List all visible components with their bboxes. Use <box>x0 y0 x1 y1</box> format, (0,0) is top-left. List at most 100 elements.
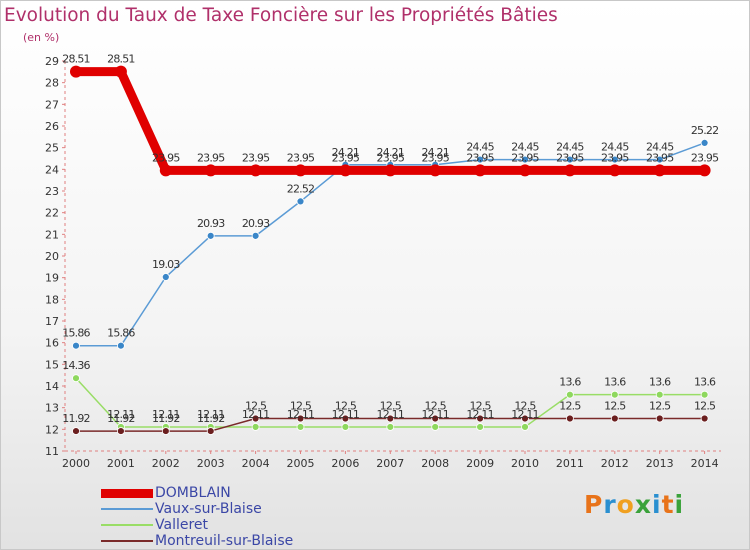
legend-swatch <box>101 540 153 542</box>
data-point <box>476 414 485 423</box>
x-tick-label: 2011 <box>556 457 584 470</box>
data-point <box>476 423 485 431</box>
data-point <box>159 164 172 177</box>
y-tick-label: 19 <box>45 272 59 285</box>
data-label: 15.86 <box>62 327 90 340</box>
x-tick-label: 2002 <box>152 457 180 470</box>
data-point <box>339 164 352 177</box>
data-point <box>294 164 307 177</box>
legend: DOMBLAIN Vaux-sur-Blaise Valleret Montreuil… <box>101 485 293 549</box>
data-label: 12.11 <box>197 408 225 421</box>
legend-swatch <box>101 508 153 510</box>
data-label: 24.45 <box>466 141 494 154</box>
data-point <box>566 155 574 164</box>
data-point <box>341 414 350 423</box>
data-point <box>206 427 215 435</box>
data-label: 12.5 <box>694 400 716 413</box>
legend-item: Vaux-sur-Blaise <box>101 501 293 517</box>
data-point <box>521 155 529 164</box>
data-label: 13.6 <box>649 376 671 389</box>
legend-swatch <box>101 488 153 498</box>
data-label: 24.21 <box>421 146 449 159</box>
data-point <box>521 423 529 431</box>
logo-letter: P <box>584 490 604 519</box>
y-tick-label: 25 <box>45 142 59 155</box>
y-tick-label: 15 <box>45 358 59 371</box>
data-point <box>566 414 574 423</box>
data-label: 12.11 <box>421 408 449 421</box>
data-label: 23.95 <box>197 151 225 164</box>
y-tick-label: 27 <box>45 98 59 111</box>
data-point <box>610 390 619 399</box>
series-domblain <box>70 65 711 177</box>
data-label: 23.95 <box>421 151 449 164</box>
data-point <box>70 65 82 78</box>
data-label: 12.11 <box>287 408 315 421</box>
data-label: 12.5 <box>469 400 491 413</box>
y-tick-label: 13 <box>45 402 59 415</box>
x-tick-label: 2014 <box>691 457 719 470</box>
data-point <box>386 423 395 431</box>
data-point <box>384 164 397 177</box>
data-point <box>386 414 395 423</box>
series-valleret <box>72 374 709 431</box>
data-point <box>519 164 531 177</box>
x-tick-label: 2004 <box>242 457 270 470</box>
data-label: 23.95 <box>377 151 405 164</box>
legend-item: DOMBLAIN <box>101 485 293 501</box>
x-tick-label: 2006 <box>331 457 359 470</box>
data-point <box>521 414 529 423</box>
data-point <box>204 164 217 177</box>
logo-letter: r <box>603 490 617 519</box>
x-tick-label: 2003 <box>197 457 225 470</box>
x-tick-label: 2007 <box>376 457 404 470</box>
data-label: 12.5 <box>245 400 267 413</box>
data-point <box>341 423 350 431</box>
x-tick-label: 2010 <box>511 457 539 470</box>
data-point <box>249 164 262 177</box>
legend-item: Montreuil-sur-Blaise <box>101 533 293 549</box>
data-point <box>206 231 215 240</box>
data-label: 24.45 <box>646 141 674 154</box>
data-point <box>296 197 305 206</box>
data-point <box>114 65 127 78</box>
data-point <box>700 138 709 147</box>
x-tick-label: 2008 <box>421 457 449 470</box>
data-label: 23.95 <box>556 151 584 164</box>
y-tick-label: 17 <box>45 315 59 328</box>
data-point <box>296 423 305 431</box>
data-label: 23.95 <box>646 151 674 164</box>
data-point <box>698 164 711 177</box>
data-label: 11.92 <box>197 412 225 425</box>
data-point <box>655 414 664 423</box>
y-tick-label: 12 <box>45 423 59 436</box>
data-label: 19.03 <box>152 258 180 271</box>
data-label: 13.6 <box>694 376 716 389</box>
data-point <box>72 374 80 383</box>
data-label: 23.95 <box>287 151 315 164</box>
data-label: 12.5 <box>514 400 536 413</box>
logo-letter: t <box>661 490 675 519</box>
data-label: 12.11 <box>107 408 135 421</box>
data-label: 12.11 <box>466 408 494 421</box>
legend-swatch <box>101 524 153 526</box>
data-label: 24.45 <box>601 141 629 154</box>
data-label: 12.5 <box>425 400 447 413</box>
legend-label: Montreuil-sur-Blaise <box>155 533 294 549</box>
data-label: 23.95 <box>242 151 270 164</box>
data-label: 13.6 <box>604 376 626 389</box>
data-point <box>161 427 170 435</box>
x-tick-label: 2012 <box>601 457 629 470</box>
data-point <box>117 427 125 435</box>
data-label: 20.93 <box>242 217 270 230</box>
data-point <box>474 164 487 177</box>
chart-title: Evolution du Taux de Taxe Foncière sur l… <box>4 5 558 26</box>
data-point <box>251 414 260 423</box>
x-tick-label: 2005 <box>287 457 315 470</box>
data-point <box>655 155 664 164</box>
data-label: 22.52 <box>287 182 315 195</box>
x-tick-label: 2009 <box>466 457 494 470</box>
x-tick-label: 2000 <box>62 457 90 470</box>
data-label: 28.51 <box>62 53 90 66</box>
